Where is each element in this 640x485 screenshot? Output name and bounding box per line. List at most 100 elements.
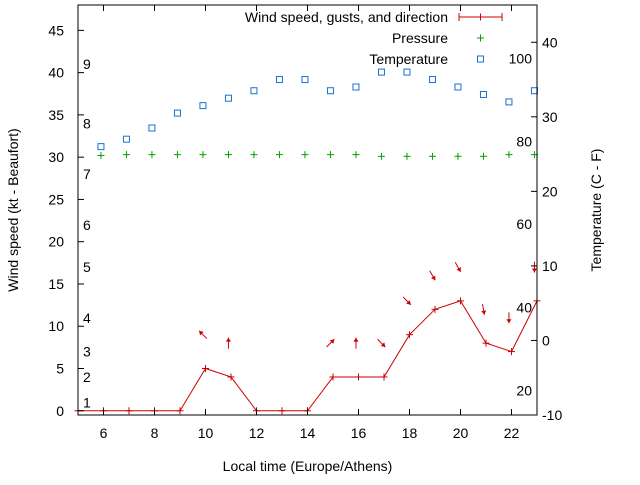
gust-arrow bbox=[377, 338, 386, 348]
x-tick-label: 16 bbox=[351, 425, 367, 441]
x-tick-label: 8 bbox=[151, 425, 159, 441]
pressure-point bbox=[199, 151, 207, 159]
beaufort-label: 7 bbox=[83, 166, 91, 182]
pressure-point bbox=[377, 152, 385, 160]
fahrenheit-label: 100 bbox=[509, 51, 533, 67]
gust-arrow bbox=[326, 338, 335, 348]
gust-arrow bbox=[531, 261, 537, 273]
beaufort-label: 6 bbox=[83, 217, 91, 233]
beaufort-label: 5 bbox=[83, 259, 91, 275]
pressure-point bbox=[122, 151, 130, 159]
y-axis-label-right: Temperature (C - F) bbox=[588, 149, 604, 272]
legend-label-temperature: Temperature bbox=[369, 51, 448, 67]
y-right-tick-label: 20 bbox=[542, 183, 558, 199]
y-left-tick-label: 20 bbox=[48, 234, 64, 250]
wind-speed-point bbox=[406, 331, 413, 339]
beaufort-label: 3 bbox=[83, 344, 91, 360]
temperature-point bbox=[428, 76, 436, 84]
pressure-point bbox=[148, 151, 156, 159]
pressure-point bbox=[326, 151, 334, 159]
temperature-point bbox=[479, 90, 487, 98]
temperature-point bbox=[224, 94, 232, 102]
wind-speed-point bbox=[125, 407, 133, 415]
beaufort-label: 2 bbox=[83, 369, 91, 385]
y-left-tick-label: 25 bbox=[48, 191, 64, 207]
fahrenheit-label: 40 bbox=[516, 300, 532, 316]
temperature-point bbox=[454, 83, 462, 91]
wind-speed-point bbox=[508, 348, 515, 356]
temperature-point bbox=[250, 87, 258, 95]
pressure-point bbox=[403, 152, 411, 160]
temperature-point bbox=[403, 68, 411, 76]
y-right-tick-label: 10 bbox=[542, 258, 558, 274]
x-tick-label: 6 bbox=[100, 425, 108, 441]
gust-arrow bbox=[225, 337, 231, 349]
legend-sample-temperature bbox=[477, 55, 484, 63]
pressure-point bbox=[250, 151, 258, 159]
wind-speed-point bbox=[355, 373, 362, 381]
gust-arrow bbox=[429, 270, 436, 281]
fahrenheit-label: 60 bbox=[516, 216, 532, 232]
wind-speed-point bbox=[227, 373, 235, 381]
y-left-tick-label: 10 bbox=[48, 318, 64, 334]
beaufort-label: 8 bbox=[83, 115, 91, 131]
fahrenheit-label: 20 bbox=[516, 382, 532, 398]
pressure-point bbox=[479, 152, 487, 160]
gust-arrow bbox=[353, 337, 359, 349]
x-tick-label: 18 bbox=[402, 425, 418, 441]
temperature-point bbox=[122, 135, 130, 143]
pressure-point bbox=[173, 151, 181, 159]
wind-speed-point bbox=[278, 407, 286, 415]
y-left-tick-label: 15 bbox=[48, 276, 64, 292]
pressure-point bbox=[454, 152, 462, 160]
wind-speed-point bbox=[202, 365, 209, 373]
wind-speed-point bbox=[431, 305, 439, 313]
pressure-point bbox=[352, 151, 360, 159]
temperature-point bbox=[505, 98, 513, 106]
wind-speed-point bbox=[457, 297, 464, 305]
wind-speed-point bbox=[176, 407, 184, 415]
y-right-tick-label: -10 bbox=[542, 407, 562, 423]
y-right-tick-label: 30 bbox=[542, 109, 558, 125]
legend-label-pressure: Pressure bbox=[392, 30, 448, 46]
temperature-point bbox=[199, 102, 207, 110]
y-right-tick-label: 0 bbox=[542, 332, 550, 348]
pressure-point bbox=[275, 151, 283, 159]
x-tick-label: 10 bbox=[198, 425, 214, 441]
pressure-point bbox=[301, 151, 309, 159]
fahrenheit-label: 80 bbox=[516, 133, 532, 149]
y-left-tick-label: 45 bbox=[48, 22, 64, 38]
pressure-point bbox=[505, 151, 513, 159]
temperature-point bbox=[148, 124, 156, 132]
temperature-point bbox=[301, 76, 309, 84]
x-tick-label: 12 bbox=[249, 425, 265, 441]
temperature-point bbox=[352, 83, 360, 91]
temperature-point bbox=[173, 109, 181, 117]
x-tick-label: 22 bbox=[504, 425, 520, 441]
x-axis-label: Local time (Europe/Athens) bbox=[223, 458, 393, 474]
gust-arrow bbox=[506, 312, 512, 324]
beaufort-label: 4 bbox=[83, 310, 91, 326]
wind-speed-point bbox=[380, 373, 388, 381]
beaufort-label: 1 bbox=[83, 394, 91, 410]
legend-sample-wind-marker bbox=[477, 13, 484, 21]
x-tick-label: 14 bbox=[300, 425, 316, 441]
y-left-tick-label: 35 bbox=[48, 107, 64, 123]
y-left-tick-label: 0 bbox=[56, 403, 64, 419]
legend-label-wind: Wind speed, gusts, and direction bbox=[245, 9, 448, 25]
temperature-point bbox=[326, 87, 334, 95]
beaufort-label: 9 bbox=[83, 56, 91, 72]
temperature-point bbox=[97, 143, 105, 151]
temperature-point bbox=[275, 76, 283, 84]
wind-speed-point bbox=[482, 339, 490, 347]
pressure-point bbox=[428, 152, 436, 160]
y-axis-label-left: Wind speed (kt - Beaufort) bbox=[5, 128, 21, 291]
gust-arrow bbox=[481, 303, 487, 315]
gust-arrow bbox=[198, 330, 208, 339]
y-left-tick-label: 5 bbox=[56, 361, 64, 377]
gust-arrow bbox=[454, 262, 462, 273]
legend-sample-pressure bbox=[477, 34, 484, 42]
x-tick-label: 20 bbox=[453, 425, 469, 441]
wind-speed-point bbox=[329, 373, 337, 381]
